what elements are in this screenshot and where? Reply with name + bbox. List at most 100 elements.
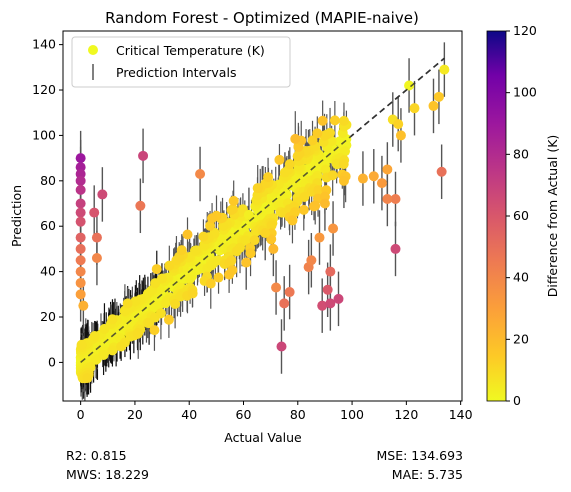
data-point: [439, 64, 450, 75]
data-point: [207, 213, 218, 224]
data-point: [249, 235, 260, 246]
data-point: [198, 231, 209, 242]
data-point: [91, 232, 102, 243]
data-point: [228, 195, 239, 206]
data-point: [107, 345, 118, 356]
data-point: [320, 164, 331, 175]
data-point: [132, 328, 143, 339]
data-point: [290, 133, 301, 144]
x-tick-label: 100: [340, 407, 364, 422]
data-point: [135, 200, 146, 211]
data-point: [328, 223, 339, 234]
data-point: [433, 91, 444, 102]
stat-mws: MWS: 18.229: [66, 467, 150, 482]
data-point: [368, 171, 379, 182]
data-point: [89, 330, 100, 341]
colorbar-tick-label: 60: [513, 208, 529, 223]
y-tick-label: 80: [40, 173, 56, 188]
colorbar-ticks: 0 20 40 60 80 100 120: [506, 23, 537, 408]
data-point: [150, 278, 161, 289]
data-point: [357, 173, 368, 184]
data-point: [382, 164, 393, 175]
data-point: [319, 191, 330, 202]
data-point: [376, 178, 387, 189]
colorbar-tick-label: 80: [513, 146, 529, 161]
data-point: [306, 255, 317, 266]
data-point: [82, 373, 93, 384]
data-point: [284, 287, 295, 298]
data-point: [279, 298, 290, 309]
data-point: [338, 115, 349, 126]
data-point: [310, 200, 321, 211]
data-point: [287, 215, 298, 226]
data-point: [185, 273, 196, 284]
legend-box: [71, 36, 291, 88]
y-tick-label: 120: [32, 82, 56, 97]
data-point: [314, 232, 325, 243]
data-point: [409, 103, 420, 114]
data-point: [245, 248, 256, 259]
data-point: [390, 193, 401, 204]
y-tick-label: 40: [40, 264, 56, 279]
data-point: [317, 300, 328, 311]
x-tick-label: 0: [77, 407, 85, 422]
colorbar-label: Difference from Actual (K): [545, 135, 560, 298]
data-point: [299, 191, 310, 202]
colorbar-tick-label: 0: [513, 393, 521, 408]
data-point: [252, 183, 263, 194]
data-point: [241, 257, 252, 268]
data-point: [75, 277, 86, 288]
data-point: [155, 308, 166, 319]
data-point: [75, 232, 86, 243]
legend: Critical Temperature (K) Prediction Inte…: [71, 36, 291, 88]
plot-area: [75, 42, 450, 401]
data-point: [266, 234, 277, 245]
data-point: [266, 220, 277, 231]
y-tick-label: 100: [32, 127, 56, 142]
data-point: [338, 159, 349, 170]
data-point: [138, 150, 149, 161]
data-point: [75, 255, 86, 266]
data-point: [98, 349, 109, 360]
data-point: [116, 341, 127, 352]
reference-diagonal-line-overlay: [80, 57, 445, 364]
y-tick-label: 60: [40, 218, 56, 233]
colorbar-tick-label: 20: [513, 331, 529, 346]
data-point: [404, 80, 415, 91]
data-point: [75, 207, 86, 218]
data-point: [195, 169, 206, 180]
data-point: [243, 209, 254, 220]
y-axis: 0 20 40 60 80 100 120 140: [32, 37, 63, 369]
data-point: [313, 185, 324, 196]
colorbar-tick-label: 100: [513, 85, 537, 100]
data-point: [130, 296, 141, 307]
x-axis: 0 20 40 60 80 100 120 140: [77, 401, 473, 422]
data-point: [436, 166, 447, 177]
x-tick-label: 140: [449, 407, 473, 422]
data-point: [312, 128, 323, 139]
legend-entry-prediction-intervals: Prediction Intervals: [116, 65, 236, 80]
data-point: [279, 167, 290, 178]
data-point: [89, 207, 100, 218]
data-point: [182, 229, 193, 240]
data-point: [205, 278, 216, 289]
legend-marker-critical-temperature: [88, 45, 98, 55]
data-point: [338, 175, 349, 186]
data-point: [395, 130, 406, 141]
data-point: [176, 245, 187, 256]
data-point: [271, 282, 282, 293]
data-point: [144, 318, 155, 329]
data-point: [268, 243, 279, 254]
data-point: [187, 288, 198, 299]
x-tick-label: 20: [127, 407, 143, 422]
x-tick-label: 60: [236, 407, 252, 422]
data-point: [327, 170, 338, 181]
data-point: [274, 154, 285, 165]
data-point: [218, 220, 229, 231]
y-tick-label: 140: [32, 37, 56, 52]
data-point: [240, 235, 251, 246]
data-point: [75, 153, 86, 164]
colorbar: 0 20 40 60 80 100 120 Difference from Actual (…: [486, 23, 560, 408]
